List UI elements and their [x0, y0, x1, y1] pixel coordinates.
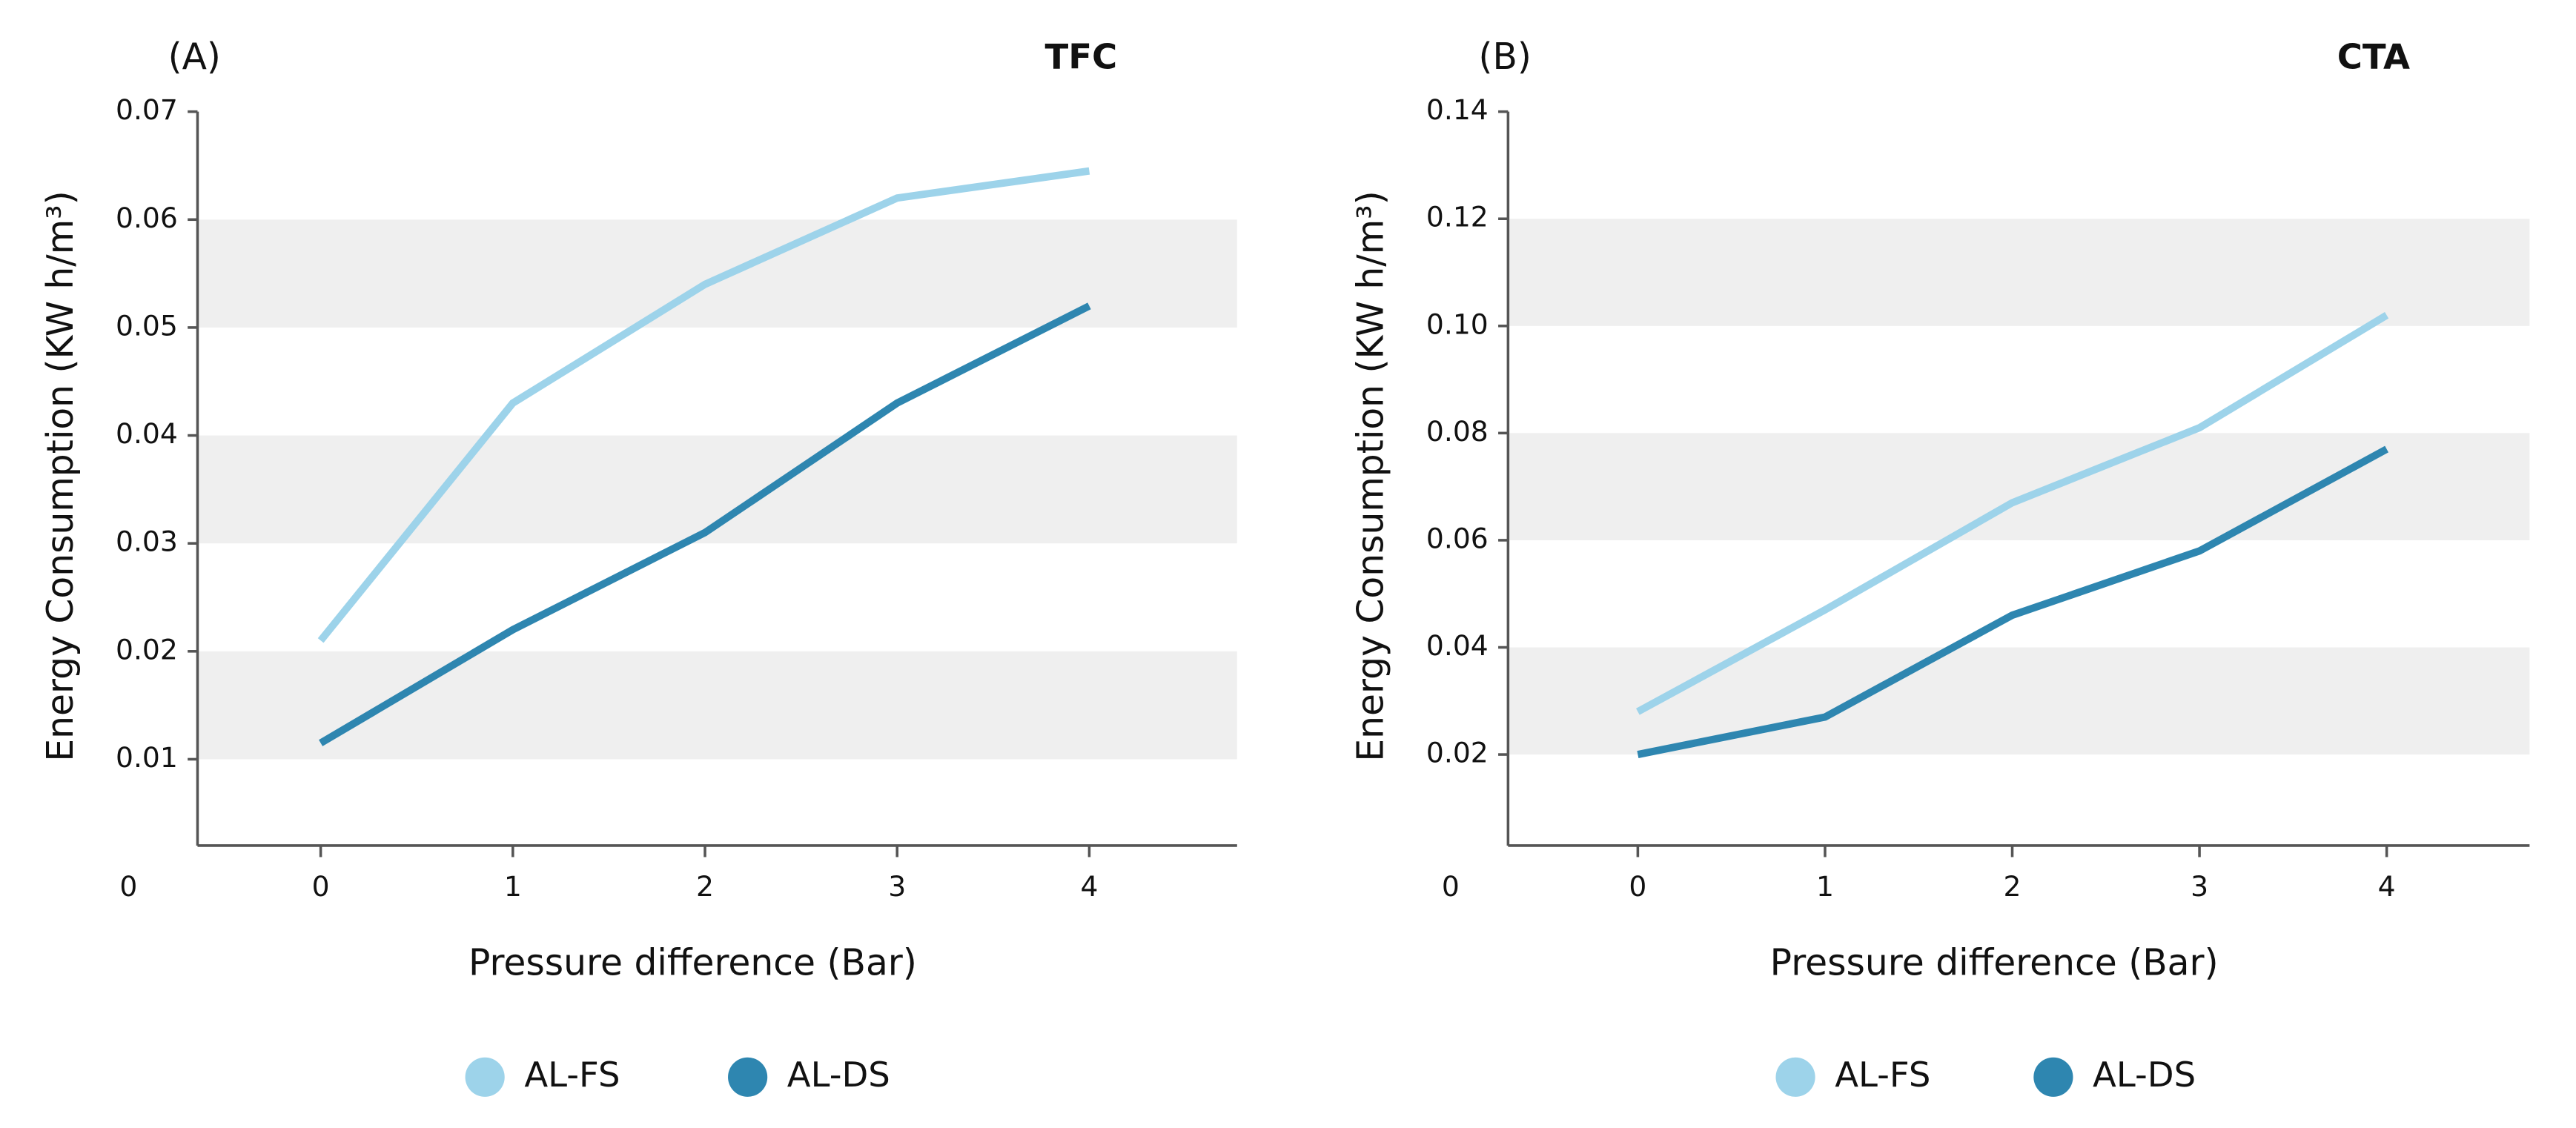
legend-swatch — [728, 1057, 768, 1097]
grid-band — [1508, 647, 2530, 755]
x-tick-label: 0 — [1442, 870, 1460, 903]
series-line — [1637, 445, 2389, 758]
x-axis-title: Pressure difference (Bar) — [1770, 943, 2219, 984]
x-tick-label: 3 — [888, 870, 906, 903]
legend-label: AL-DS — [2093, 1055, 2196, 1095]
grid-band — [1508, 219, 2530, 326]
x-tick-label: 2 — [2004, 870, 2022, 903]
chart-title: TFC — [1045, 36, 1118, 76]
y-tick-label: 0.04 — [116, 417, 178, 450]
grid-band — [197, 219, 1237, 328]
panel-label: (A) — [168, 36, 221, 78]
y-axis-title: Energy Consumption (KW h/m³) — [40, 190, 82, 761]
y-tick-label: 0.08 — [1426, 415, 1489, 448]
x-tick-label: 0 — [1629, 870, 1646, 903]
legend-label: AL-FS — [524, 1055, 620, 1095]
x-tick-label: 0 — [312, 870, 330, 903]
legend-swatch — [1775, 1057, 1815, 1097]
chart-title: CTA — [2337, 36, 2410, 76]
x-axis-title: Pressure difference (Bar) — [468, 943, 917, 984]
y-tick-label: 0.10 — [1426, 308, 1489, 340]
y-tick-label: 0.03 — [116, 525, 178, 558]
x-tick-label: 3 — [2191, 870, 2208, 903]
y-tick-label: 0.02 — [116, 633, 178, 666]
x-tick-label: 4 — [2378, 870, 2396, 903]
y-tick-label: 0.02 — [1426, 737, 1489, 769]
y-tick-label: 0.06 — [116, 202, 178, 234]
legend-swatch — [2033, 1057, 2073, 1097]
panel-label: (B) — [1478, 36, 1531, 78]
series-line — [317, 167, 1090, 643]
series-line — [319, 302, 1091, 746]
y-tick-label: 0.14 — [1426, 93, 1489, 126]
grid-band — [197, 651, 1237, 760]
x-tick-label: 1 — [504, 870, 522, 903]
y-tick-label: 0.04 — [1426, 629, 1489, 662]
x-tick-label: 2 — [696, 870, 714, 903]
y-axis-title: Energy Consumption (KW h/m³) — [1351, 190, 1392, 761]
legend-label: AL-FS — [1835, 1055, 1930, 1095]
series-line — [1636, 312, 2389, 715]
legend-swatch — [465, 1057, 505, 1097]
x-tick-label: 0 — [119, 870, 137, 903]
legend-label: AL-DS — [787, 1055, 890, 1095]
y-tick-label: 0.01 — [116, 741, 178, 774]
y-tick-label: 0.07 — [116, 93, 178, 126]
x-tick-label: 4 — [1080, 870, 1098, 903]
y-tick-label: 0.05 — [116, 309, 178, 342]
y-tick-label: 0.12 — [1426, 201, 1489, 233]
grid-band — [1508, 433, 2530, 540]
x-tick-label: 1 — [1816, 870, 1834, 903]
y-tick-label: 0.06 — [1426, 522, 1489, 554]
